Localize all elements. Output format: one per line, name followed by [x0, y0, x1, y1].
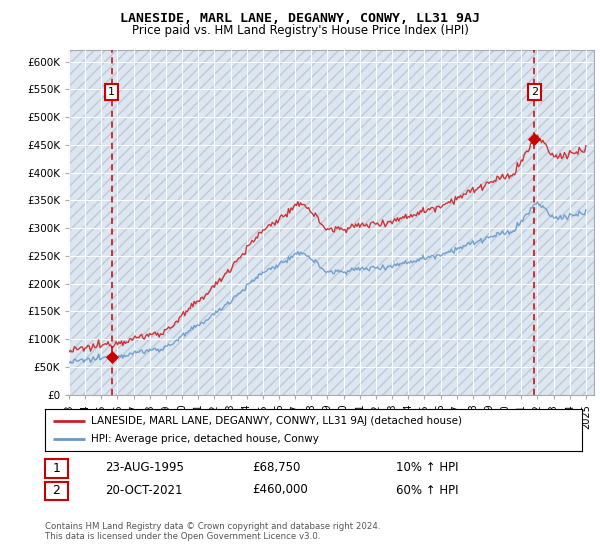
Text: 1: 1 [108, 87, 115, 97]
Text: 1: 1 [52, 462, 61, 475]
Text: £68,750: £68,750 [252, 461, 301, 474]
Text: Price paid vs. HM Land Registry's House Price Index (HPI): Price paid vs. HM Land Registry's House … [131, 24, 469, 36]
Text: 23-AUG-1995: 23-AUG-1995 [105, 461, 184, 474]
Text: Contains HM Land Registry data © Crown copyright and database right 2024.
This d: Contains HM Land Registry data © Crown c… [45, 522, 380, 542]
Text: 2: 2 [530, 87, 538, 97]
Text: LANESIDE, MARL LANE, DEGANWY, CONWY, LL31 9AJ (detached house): LANESIDE, MARL LANE, DEGANWY, CONWY, LL3… [91, 416, 461, 426]
Text: £460,000: £460,000 [252, 483, 308, 497]
Text: HPI: Average price, detached house, Conwy: HPI: Average price, detached house, Conw… [91, 434, 319, 444]
Text: 20-OCT-2021: 20-OCT-2021 [105, 483, 182, 497]
Text: 60% ↑ HPI: 60% ↑ HPI [396, 483, 458, 497]
Text: LANESIDE, MARL LANE, DEGANWY, CONWY, LL31 9AJ: LANESIDE, MARL LANE, DEGANWY, CONWY, LL3… [120, 12, 480, 25]
Text: 2: 2 [52, 484, 61, 497]
Text: 10% ↑ HPI: 10% ↑ HPI [396, 461, 458, 474]
